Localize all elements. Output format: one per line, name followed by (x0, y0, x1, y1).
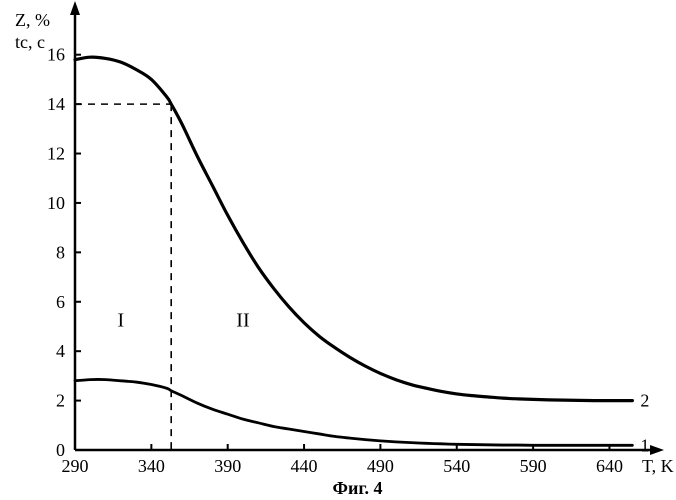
x-tick-label: 440 (291, 456, 318, 476)
y-tick-label: 6 (56, 292, 65, 312)
x-tick-label: 540 (443, 456, 470, 476)
x-tick-label: 590 (520, 456, 547, 476)
x-tick-label: 390 (214, 456, 241, 476)
y-tick-label: 8 (56, 242, 65, 262)
x-tick-label: 340 (138, 456, 165, 476)
curve-2-end-label: 2 (640, 391, 649, 411)
y-tick-label: 16 (47, 45, 65, 65)
figure-caption: Фиг. 4 (333, 478, 383, 498)
y-tick-label: 12 (47, 144, 65, 164)
plot-background (0, 0, 676, 500)
y-tick-label: 10 (47, 193, 65, 213)
y-tick-label: 14 (47, 94, 65, 114)
curve-1-end-label: 1 (640, 435, 649, 455)
y-axis-label: tс, c (15, 32, 45, 52)
y-axis-label: Z, % (15, 10, 50, 30)
region-label-I: I (117, 309, 124, 331)
x-axis-label: T, K (642, 456, 674, 476)
x-tick-label: 640 (596, 456, 623, 476)
y-tick-label: 2 (56, 391, 65, 411)
line-chart: 2903403904404905405906400246810121416Z, … (0, 0, 676, 500)
region-label-II: II (236, 309, 249, 331)
x-tick-label: 290 (62, 456, 89, 476)
x-tick-label: 490 (367, 456, 394, 476)
y-tick-label: 4 (56, 341, 65, 361)
y-tick-label: 0 (56, 440, 65, 460)
